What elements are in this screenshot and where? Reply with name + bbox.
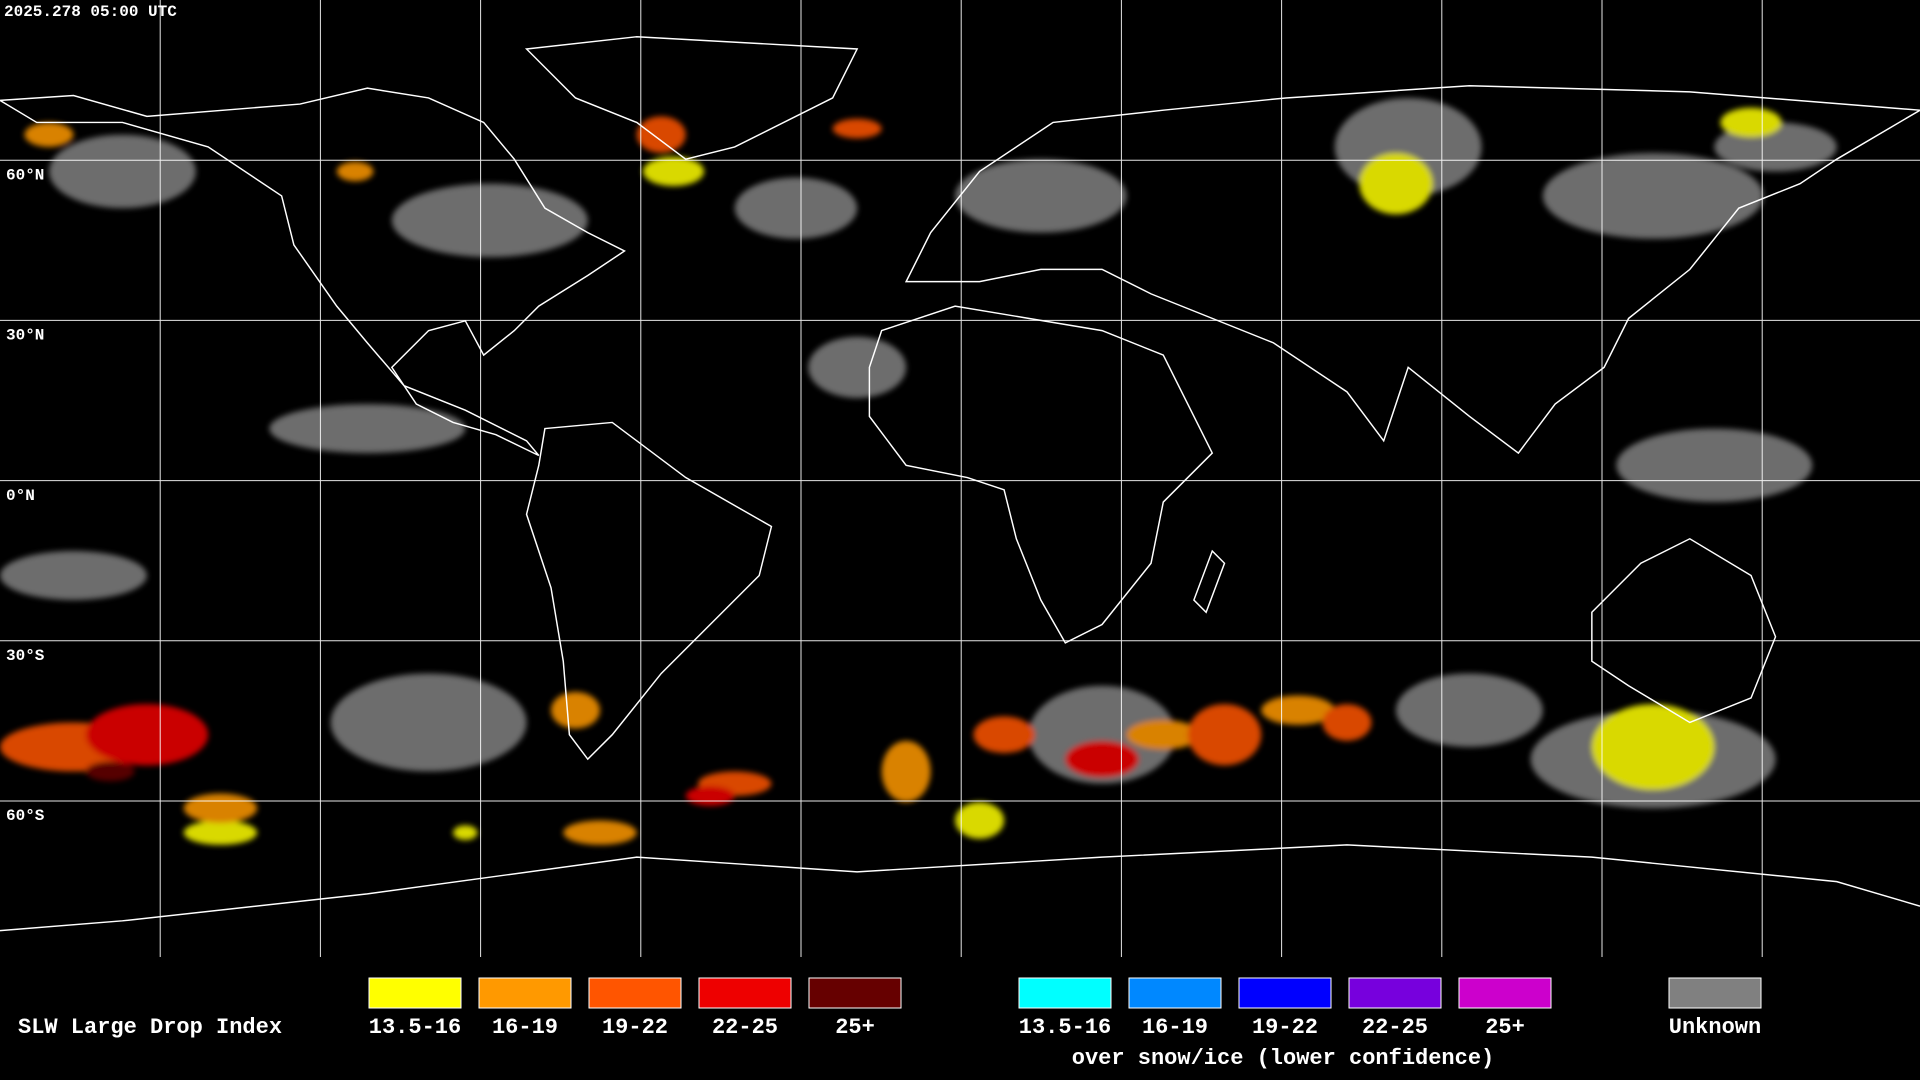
cloud-patch: [85, 704, 209, 766]
cloud-patch: [85, 761, 135, 782]
legend-label: 25+: [835, 1015, 875, 1040]
latitude-label: 60°S: [6, 807, 45, 825]
legend-label: 19-22: [602, 1015, 668, 1040]
coast-africa: [868, 305, 1214, 644]
legend-label: Unknown: [1669, 1015, 1761, 1040]
legend-swatch: [1128, 977, 1222, 1009]
cloud-patch: [881, 740, 931, 803]
cloud-patch: [734, 177, 858, 239]
latitude-label: 0°N: [6, 487, 35, 505]
cloud-patch: [551, 691, 601, 729]
cloud-patch: [955, 159, 1127, 233]
legend-swatch: [1018, 977, 1112, 1009]
legend-swatch: [1668, 977, 1762, 1009]
legend-label: 13.5-16: [1019, 1015, 1111, 1040]
cloud-patch: [330, 673, 527, 772]
cloud-patch: [1261, 695, 1335, 725]
coast-eurasia: [904, 84, 1920, 455]
legend-label: 25+: [1485, 1015, 1525, 1040]
cloud-patch: [0, 551, 147, 601]
cloud-patch: [1359, 153, 1433, 215]
cloud-patch: [1065, 740, 1139, 778]
cloud-patch: [48, 134, 196, 209]
cloud-patch: [1126, 720, 1201, 750]
snow-ice-caption: over snow/ice (lower confidence): [1072, 1046, 1494, 1071]
cloud-patch: [808, 336, 907, 398]
legend-title: SLW Large Drop Index: [18, 1015, 282, 1040]
legend-swatch: [368, 977, 462, 1009]
graticule: [0, 0, 1920, 957]
latitude-label: 30°N: [6, 327, 44, 345]
timestamp: 2025.278 05:00 UTC: [4, 3, 177, 21]
legend-label: 22-25: [712, 1015, 778, 1040]
cloud-patch: [1616, 428, 1813, 503]
cloud-patch: [1395, 673, 1543, 747]
cloud-patch: [453, 825, 478, 841]
coast-north-america: [0, 87, 626, 457]
legend-label: 16-19: [492, 1015, 558, 1040]
legend-swatch: [478, 977, 572, 1009]
coast-antarctica: [0, 844, 1920, 932]
legend-swatch: [1348, 977, 1442, 1009]
cloud-patch: [1720, 107, 1782, 138]
latitude-label: 30°S: [6, 647, 45, 665]
cloud-patch: [1542, 153, 1764, 239]
legend: 13.5-16 16-19 19-22 22-25 25+ 13.5-16 16-19 19-…: [368, 977, 1762, 1040]
coast-south-america: [525, 421, 773, 761]
cloud-patch: [973, 716, 1035, 754]
coastlines: [0, 35, 1920, 932]
legend-swatch: [1238, 977, 1332, 1009]
legend-label: 13.5-16: [369, 1015, 461, 1040]
legend-swatch: [698, 977, 792, 1009]
coast-madagascar: [1193, 549, 1226, 614]
cloud-patch: [1591, 704, 1715, 790]
coast-australia: [1591, 537, 1777, 724]
legend-label: 19-22: [1252, 1015, 1318, 1040]
cloud-patch: [183, 793, 258, 823]
cloud-patch: [1187, 704, 1262, 766]
cloud-layer: [0, 97, 1837, 845]
cloud-patch: [955, 802, 1005, 839]
legend-swatch: [588, 977, 682, 1009]
legend-swatch: [808, 977, 902, 1009]
cloud-patch: [183, 820, 258, 845]
latitude-label: 60°N: [6, 166, 44, 184]
cloud-patch: [642, 156, 705, 187]
cloud-patch: [636, 116, 686, 154]
latitude-labels: 60°N 30°N 0°N 30°S 60°S: [6, 166, 45, 825]
cloud-patch: [391, 183, 588, 258]
cloud-patch: [24, 122, 74, 147]
cloud-patch: [269, 404, 466, 454]
cloud-patch: [563, 820, 637, 845]
cloud-patch: [336, 161, 374, 182]
cloud-patch: [832, 118, 882, 139]
legend-panel: [0, 958, 1920, 1080]
cloud-patch: [685, 786, 735, 806]
coast-greenland: [524, 35, 859, 160]
legend-swatch: [1458, 977, 1552, 1009]
cloud-patch: [1322, 704, 1372, 741]
legend-label: 22-25: [1362, 1015, 1428, 1040]
legend-label: 16-19: [1142, 1015, 1208, 1040]
